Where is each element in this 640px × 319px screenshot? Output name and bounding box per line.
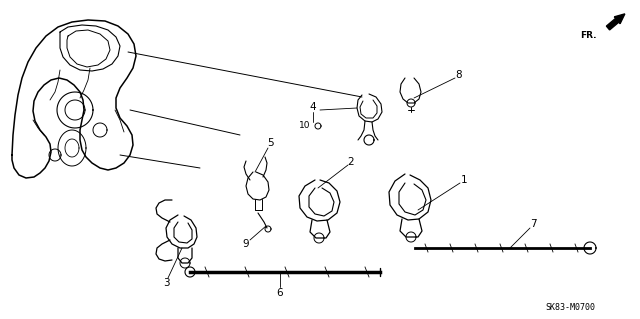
Text: 3: 3	[163, 278, 170, 288]
Text: 10: 10	[300, 122, 311, 130]
Text: 4: 4	[310, 102, 316, 112]
Text: 1: 1	[461, 175, 467, 185]
Text: FR.: FR.	[580, 31, 596, 40]
FancyArrow shape	[606, 14, 625, 30]
Text: 2: 2	[348, 157, 355, 167]
Text: 7: 7	[530, 219, 536, 229]
Text: 8: 8	[456, 70, 462, 80]
Text: 6: 6	[276, 288, 284, 298]
Text: 5: 5	[267, 138, 273, 148]
Text: SK83-M0700: SK83-M0700	[545, 303, 595, 313]
Text: 9: 9	[243, 239, 250, 249]
